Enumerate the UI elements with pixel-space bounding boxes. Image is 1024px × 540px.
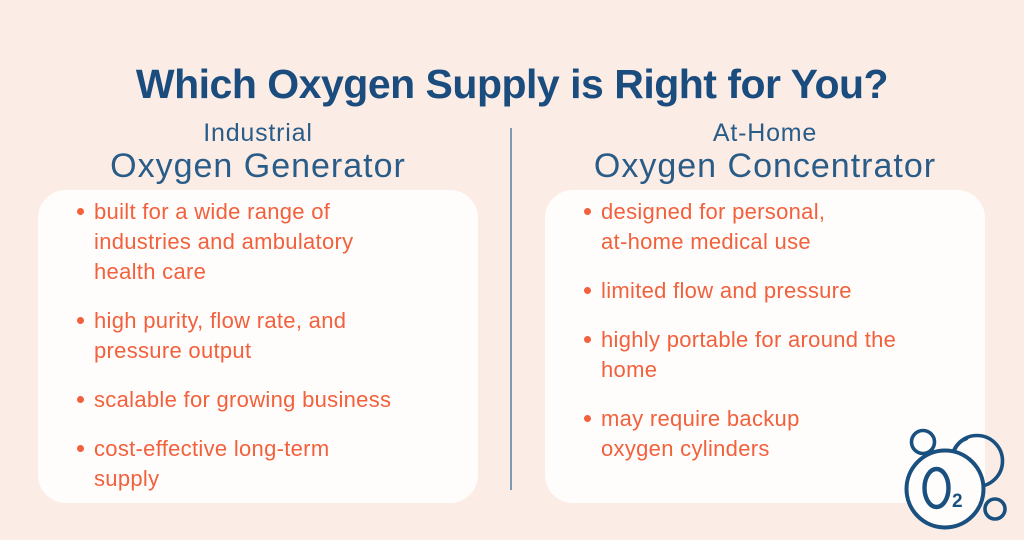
list-item: highly portable for around the home bbox=[584, 325, 969, 385]
page-title: Which Oxygen Supply is Right for You? bbox=[135, 61, 889, 108]
list-item: high purity, flow rate, and pressure out… bbox=[77, 306, 462, 366]
list-item: designed for personal, at-home medical u… bbox=[584, 197, 969, 257]
column-divider bbox=[510, 128, 512, 490]
column-industrial-generator: Industrial Oxygen Generator built for a … bbox=[38, 112, 478, 503]
o2-bubbles-icon: 2 bbox=[904, 428, 1007, 530]
list-item: scalable for growing business bbox=[77, 385, 462, 415]
athome-concentrator-card: designed for personal, at-home medical u… bbox=[545, 190, 985, 503]
column-heading-small: At-Home bbox=[712, 119, 818, 147]
column-heading-large: Oxygen Generator bbox=[110, 147, 406, 185]
list-item: limited flow and pressure bbox=[584, 276, 969, 306]
list-item: may require backup oxygen cylinders bbox=[584, 404, 969, 464]
industrial-generator-card: built for a wide range of industries and… bbox=[38, 190, 478, 503]
o2-subscript: 2 bbox=[952, 491, 963, 512]
list-item: built for a wide range of industries and… bbox=[77, 197, 462, 287]
column-heading-large: Oxygen Concentrator bbox=[593, 147, 937, 185]
bullet-list: designed for personal, at-home medical u… bbox=[584, 197, 969, 464]
list-item: cost-effective long-term supply bbox=[77, 434, 462, 494]
column-athome-concentrator: At-Home Oxygen Concentrator designed for… bbox=[545, 112, 985, 503]
column-heading-small: Industrial bbox=[203, 119, 313, 147]
bullet-list: built for a wide range of industries and… bbox=[77, 197, 462, 494]
